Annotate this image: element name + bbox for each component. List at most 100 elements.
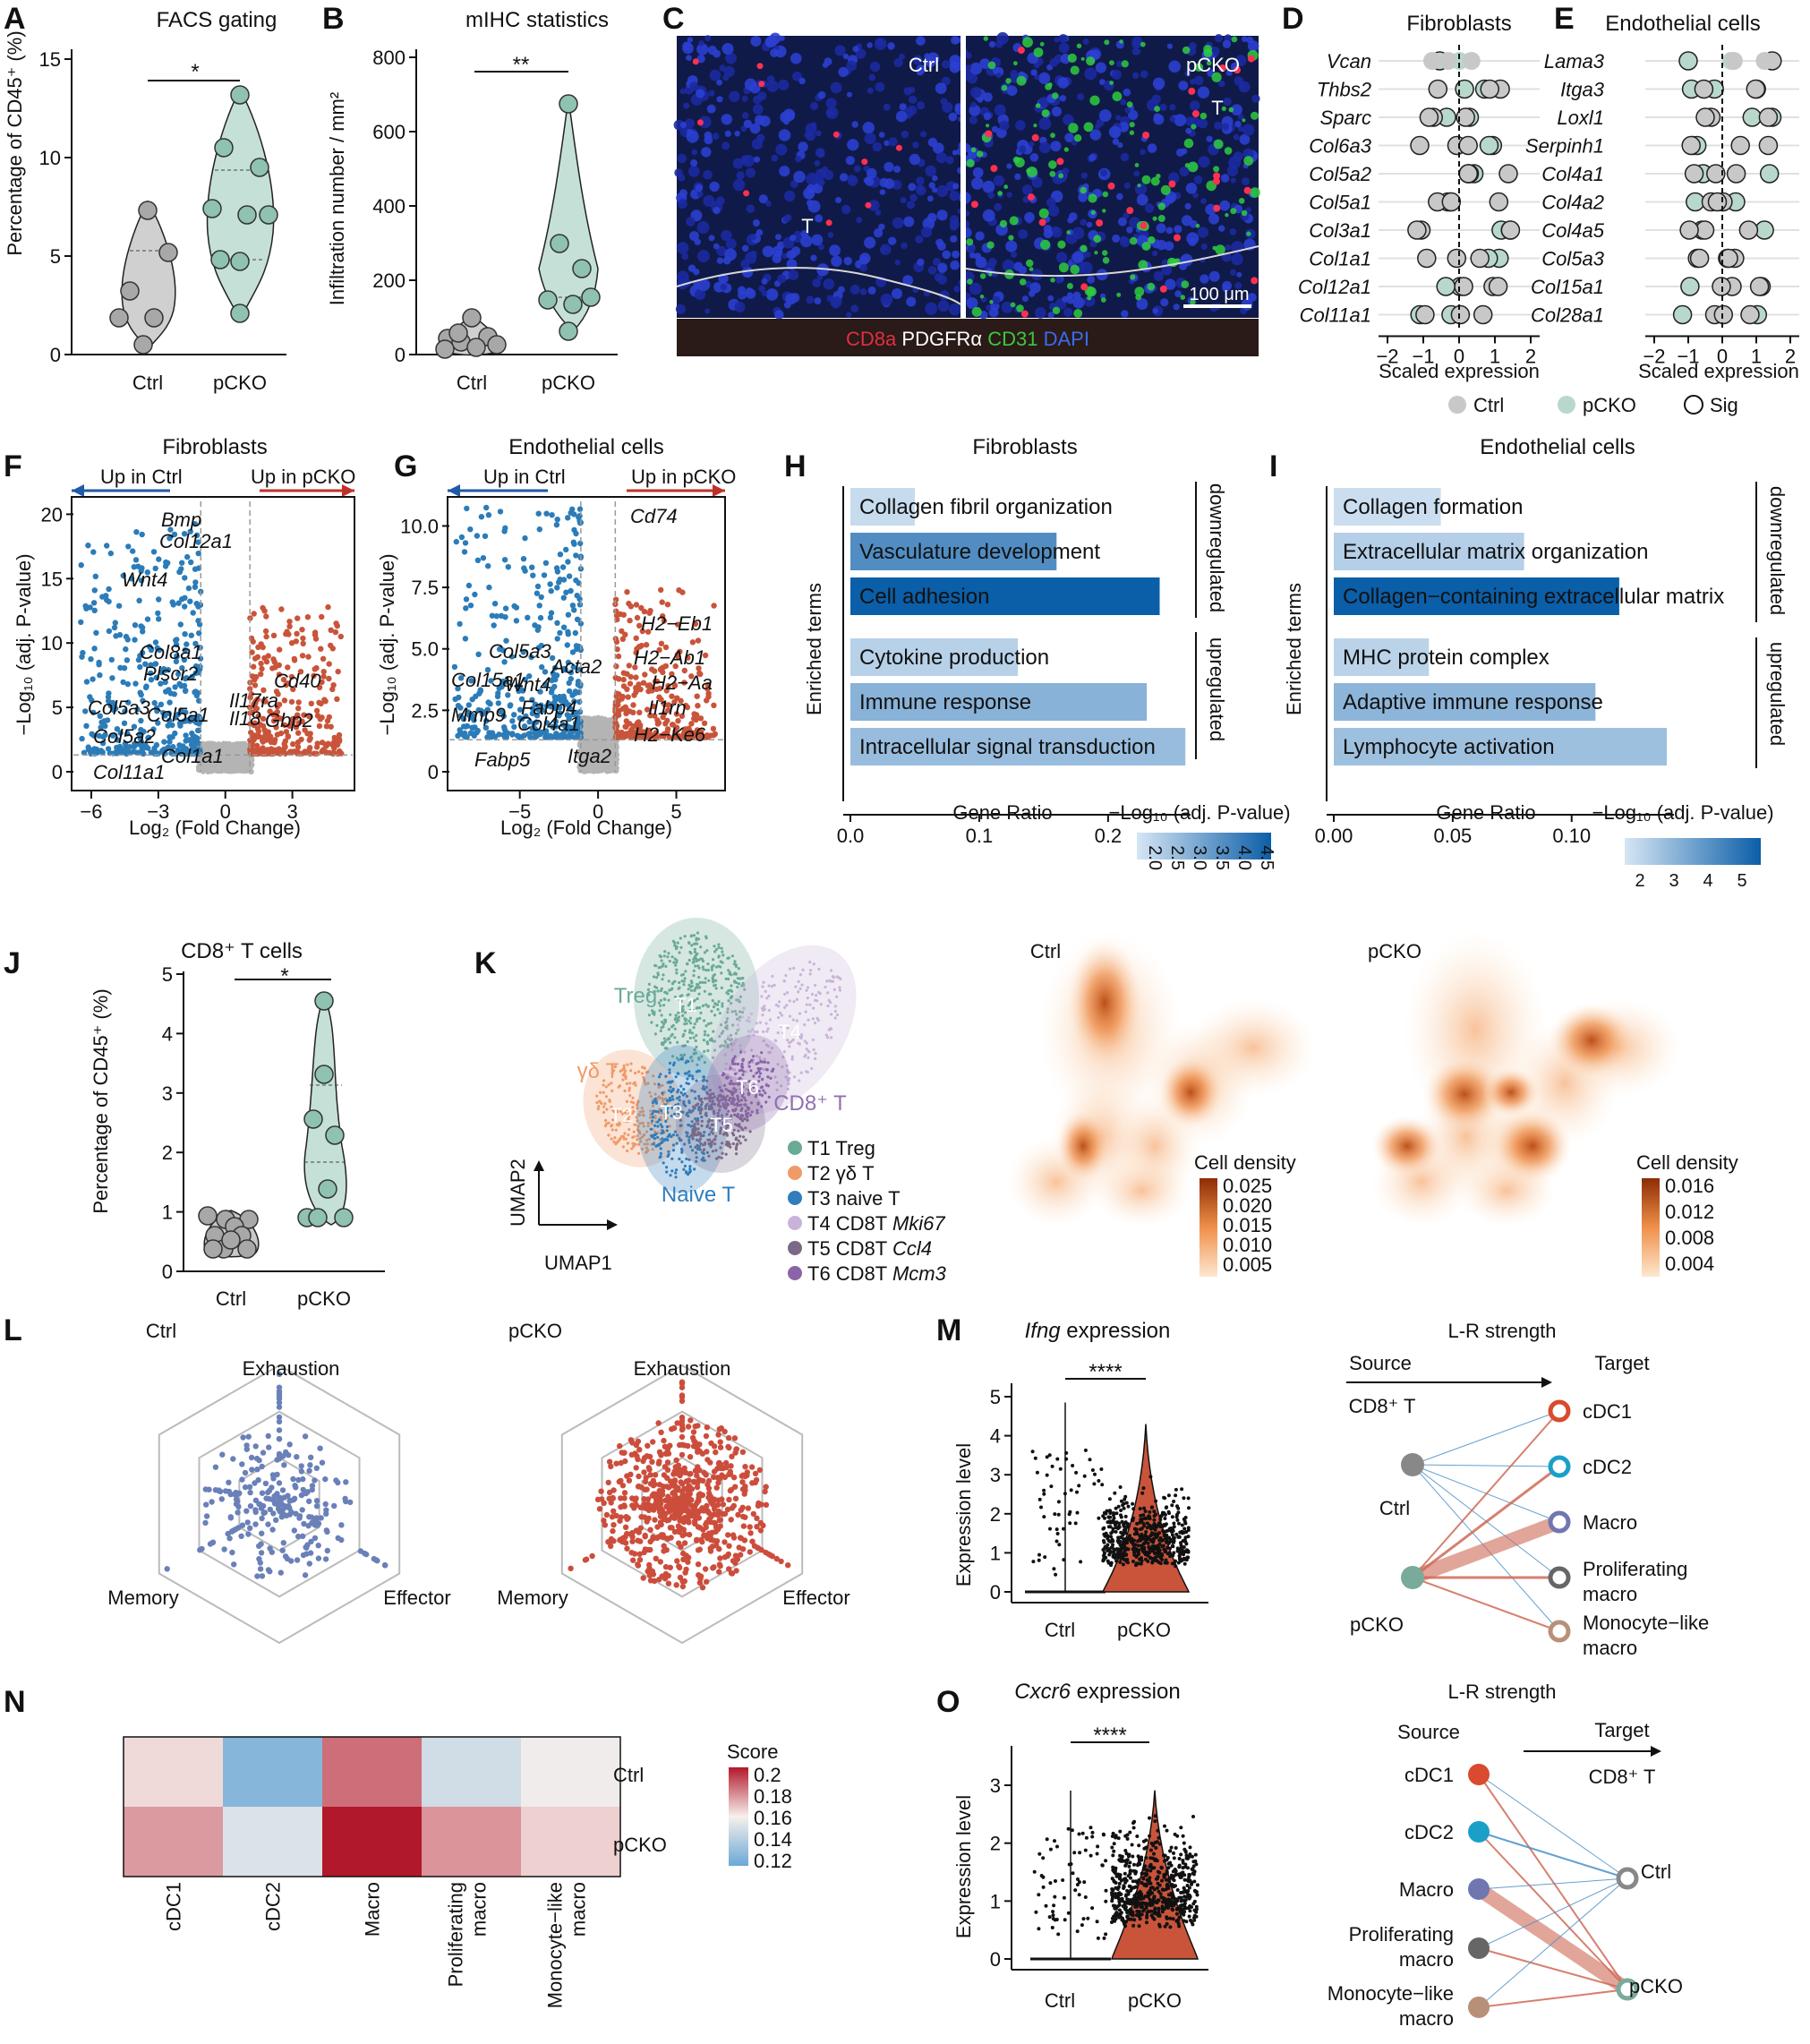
data-point	[230, 252, 250, 271]
nucleus	[850, 304, 859, 313]
nucleus	[892, 217, 904, 229]
cell-point	[675, 961, 679, 964]
nucleus	[1030, 69, 1037, 76]
gene-label: Loxl1	[1557, 107, 1604, 129]
volcano-point-down	[456, 694, 462, 701]
ytick-label: 0	[162, 1261, 173, 1283]
ytick-label: 0	[395, 344, 406, 366]
cd31-signal	[1150, 176, 1160, 186]
volcano-point-down	[565, 559, 571, 565]
nucleus	[716, 257, 724, 264]
nucleus	[675, 304, 686, 314]
nucleus	[761, 278, 768, 285]
cd8a-signal	[865, 201, 872, 209]
cell-point	[736, 977, 740, 980]
nucleus	[696, 89, 705, 98]
nucleus	[934, 273, 943, 282]
nucleus	[1086, 221, 1093, 228]
cell-point	[676, 941, 679, 945]
cell-point	[689, 988, 694, 992]
nucleus	[1135, 48, 1141, 55]
data-point	[487, 335, 507, 355]
nucleus	[1071, 227, 1085, 240]
nucleus	[1136, 298, 1148, 310]
nucleus	[778, 129, 791, 141]
volcano-point-down	[554, 620, 560, 626]
volcano-point-down	[501, 528, 508, 535]
nucleus	[1120, 98, 1127, 106]
cell-point	[668, 959, 671, 963]
volcano-gene-label: Fabp5	[474, 748, 531, 771]
volcano-point-down	[569, 649, 576, 655]
gene-dot	[1680, 277, 1700, 296]
volcano-point-up	[293, 638, 299, 645]
volcano-point-down	[187, 598, 193, 604]
volcano-point-down	[573, 530, 579, 537]
cd31-signal	[1206, 60, 1212, 66]
volcano-point-up	[265, 735, 272, 741]
volcano-point-down	[79, 735, 85, 742]
volcano-point-up	[623, 710, 629, 717]
volcano-point-ns	[243, 758, 250, 764]
nucleus	[1047, 312, 1054, 319]
panel-g-right-arrow: Up in pCKO	[631, 466, 736, 488]
nucleus	[1077, 93, 1085, 101]
volcano-point-down	[197, 663, 203, 670]
volcano-point-down	[520, 556, 527, 562]
panel-j-ylabel: Percentage of CD45⁺ (%)	[90, 988, 112, 1213]
volcano-point-down	[543, 510, 550, 517]
panel-h-xlabel: Gene Ratio	[952, 801, 1052, 824]
nucleus	[868, 200, 880, 211]
volcano-point-down	[485, 512, 492, 518]
volcano-point-down	[133, 529, 140, 535]
channel-dapi: DAPI	[1044, 328, 1089, 350]
term-label: Collagen formation	[1343, 495, 1523, 519]
volcano-point-down	[155, 610, 161, 617]
volcano-point-up	[691, 711, 697, 717]
volcano-point-up	[300, 640, 306, 646]
nucleus	[689, 231, 699, 242]
nucleus	[782, 215, 790, 223]
volcano-point-up	[252, 655, 259, 662]
micrograph-ctrl-label: Ctrl	[909, 54, 939, 76]
data-point	[314, 1065, 334, 1084]
xtick-label: 0.00	[1315, 825, 1353, 847]
volcano-point-up	[270, 632, 277, 638]
gene-dot	[1706, 164, 1726, 184]
volcano-point-down	[553, 522, 560, 528]
colorbar-tick: 4	[1703, 871, 1712, 891]
volcano-point-up	[252, 682, 259, 688]
nucleus	[867, 42, 873, 48]
nucleus	[753, 156, 761, 163]
nucleus	[686, 55, 692, 61]
cell-point	[683, 977, 687, 980]
nucleus	[1242, 148, 1254, 159]
gene-dot	[1724, 52, 1743, 70]
volcano-point-up	[637, 686, 644, 693]
volcano-point-down	[485, 563, 491, 569]
nucleus	[1029, 282, 1041, 294]
nucleus	[1200, 274, 1209, 284]
gene-dot	[1498, 164, 1518, 184]
cell-point	[717, 943, 721, 946]
cd31-signal	[1134, 287, 1145, 297]
nucleus	[703, 169, 713, 180]
volcano-point-down	[572, 688, 579, 695]
nucleus	[950, 260, 960, 270]
cell-point	[727, 977, 730, 981]
nucleus	[1051, 107, 1062, 117]
volcano-point-down	[115, 603, 123, 609]
volcano-gene-label: Itga2	[568, 745, 611, 767]
volcano-gene-label: Col4a1	[517, 713, 580, 735]
panel-f-title: Fibroblasts	[162, 435, 267, 459]
nucleus	[899, 103, 907, 111]
nucleus	[1140, 149, 1146, 155]
cd31-signal	[1221, 106, 1226, 111]
volcano-point-down	[502, 605, 509, 611]
gene-dot	[1458, 164, 1479, 184]
nucleus	[1242, 36, 1248, 42]
cell-point	[730, 954, 735, 958]
gene-dot	[1742, 107, 1763, 127]
cd31-signal	[1068, 123, 1079, 133]
cell-point	[701, 959, 705, 963]
